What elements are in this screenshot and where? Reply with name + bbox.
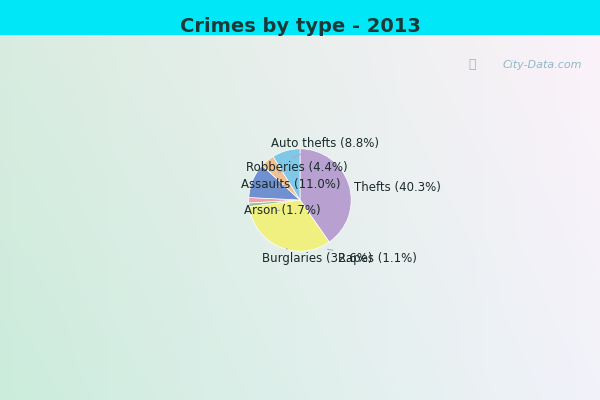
Wedge shape	[273, 149, 300, 200]
Wedge shape	[262, 156, 300, 200]
Text: ⓘ: ⓘ	[468, 58, 476, 71]
Wedge shape	[300, 149, 351, 242]
Text: Thefts (40.3%): Thefts (40.3%)	[337, 182, 441, 194]
Text: Assaults (11.0%): Assaults (11.0%)	[241, 178, 340, 191]
Wedge shape	[249, 200, 329, 251]
Text: Rapes (1.1%): Rapes (1.1%)	[328, 249, 417, 265]
Text: Robberies (4.4%): Robberies (4.4%)	[245, 161, 347, 174]
Text: Auto thefts (8.8%): Auto thefts (8.8%)	[271, 137, 379, 158]
Text: Crimes by type - 2013: Crimes by type - 2013	[179, 16, 421, 36]
Text: Arson (1.7%): Arson (1.7%)	[244, 204, 320, 217]
Text: Burglaries (32.6%): Burglaries (32.6%)	[262, 249, 372, 265]
Wedge shape	[249, 166, 300, 200]
Wedge shape	[249, 200, 300, 206]
Wedge shape	[249, 198, 300, 203]
Text: City-Data.com: City-Data.com	[503, 60, 582, 70]
